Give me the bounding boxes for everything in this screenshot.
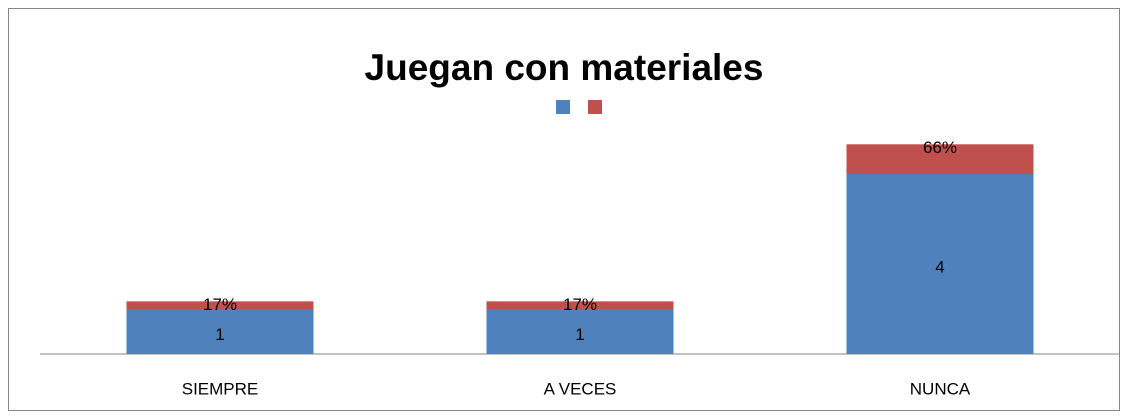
bar-segment <box>126 301 314 309</box>
data-label: 4 <box>935 257 944 276</box>
bar-segment <box>486 309 674 354</box>
legend-swatch <box>556 100 570 114</box>
data-label: 1 <box>215 325 224 344</box>
bar-segment <box>846 174 1034 354</box>
data-label: 66% <box>923 138 957 157</box>
data-label: 17% <box>203 295 237 314</box>
chart-title: Juegan con materiales <box>365 47 764 88</box>
x-tick-label: NUNCA <box>910 379 971 398</box>
data-label: 1 <box>575 325 584 344</box>
bar-segment <box>486 301 674 309</box>
legend-swatch <box>588 100 602 114</box>
bar-segment <box>846 144 1034 174</box>
bar-segment <box>126 309 314 354</box>
data-label: 17% <box>563 295 597 314</box>
x-tick-label: SIEMPRE <box>182 379 259 398</box>
x-tick-label: A VECES <box>544 379 617 398</box>
